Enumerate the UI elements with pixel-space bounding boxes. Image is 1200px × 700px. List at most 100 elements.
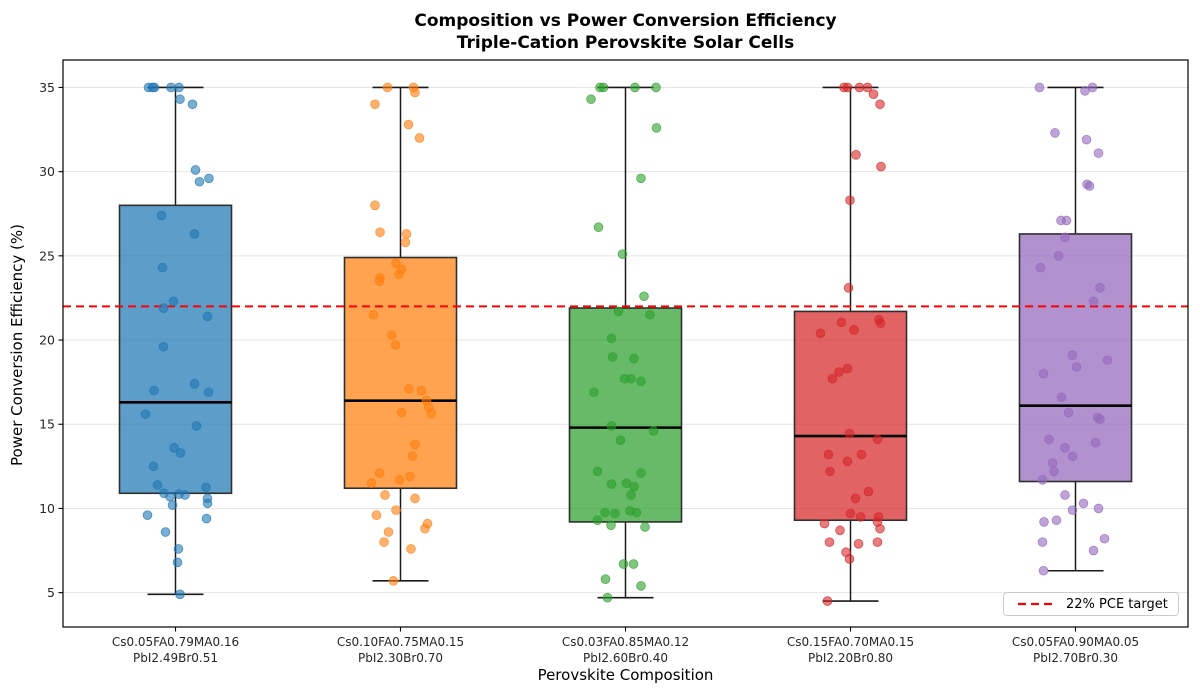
scatter-group-3 — [586, 82, 662, 603]
data-point — [868, 89, 879, 99]
data-point — [824, 537, 835, 547]
data-point — [426, 408, 437, 419]
data-point — [856, 449, 867, 460]
data-point — [175, 94, 185, 105]
data-point — [872, 434, 883, 445]
data-point — [586, 94, 596, 105]
data-point — [375, 227, 385, 238]
x-axis-ticks: Cs0.05FA0.79MA0.16 PbI2.49Br0.51 Cs0.10FA0… — [112, 627, 1139, 665]
data-point — [1087, 82, 1098, 93]
iqr-box — [568, 307, 683, 523]
data-point — [1037, 475, 1048, 485]
data-point — [1039, 517, 1049, 527]
data-point — [374, 468, 385, 478]
data-point — [1038, 368, 1049, 379]
x-tick-label-line1: Cs0.03FA0.85MA0.12 — [562, 635, 689, 649]
iqr-box — [343, 256, 458, 490]
data-point — [875, 99, 885, 110]
scatter-group-2 — [366, 82, 437, 586]
data-point — [165, 491, 175, 502]
data-point — [872, 537, 883, 547]
data-point — [819, 518, 830, 529]
data-point — [174, 82, 184, 93]
x-tick-label-line2: PbI2.49Br0.51 — [133, 651, 218, 665]
scatter-group-4 — [815, 82, 886, 606]
data-point — [148, 461, 159, 472]
data-point — [410, 439, 420, 450]
x-axis-label: Perovskite Composition — [537, 666, 714, 684]
data-point — [180, 490, 190, 500]
data-point — [843, 283, 854, 293]
data-point — [204, 173, 214, 184]
data-point — [166, 82, 176, 93]
data-point — [379, 537, 389, 547]
y-tick-label: 35 — [39, 80, 55, 95]
data-point — [404, 384, 414, 394]
data-point — [189, 229, 200, 239]
data-point — [1060, 490, 1070, 500]
box-group-4 — [793, 86, 908, 602]
data-point — [636, 581, 646, 591]
data-point — [158, 341, 169, 352]
data-point — [853, 539, 864, 549]
data-point — [201, 482, 211, 493]
data-point — [406, 544, 416, 554]
data-point — [1049, 466, 1059, 477]
y-axis-ticks: 5 10 15 20 25 30 35 — [39, 80, 63, 600]
data-point — [844, 428, 855, 439]
data-point — [849, 325, 859, 335]
x-tick-label-line1: Cs0.15FA0.70MA0.15 — [787, 635, 914, 649]
data-point — [1084, 181, 1095, 191]
data-point — [175, 589, 185, 600]
y-tick-label: 30 — [39, 164, 55, 179]
data-point — [391, 505, 401, 515]
data-point — [202, 311, 213, 322]
data-point — [368, 309, 379, 320]
data-point — [1060, 443, 1070, 453]
data-point — [1050, 128, 1060, 138]
data-point — [173, 544, 184, 554]
x-tick-label-line1: Cs0.05FA0.79MA0.16 — [112, 635, 239, 649]
data-point — [152, 480, 163, 490]
data-point — [380, 490, 390, 500]
legend: 22% PCE target — [1003, 592, 1179, 616]
chart-title-line1: Composition vs Power Conversion Efficien… — [414, 11, 837, 31]
data-point — [1095, 283, 1105, 293]
data-point — [156, 210, 167, 221]
data-point — [394, 475, 405, 485]
data-point — [1061, 215, 1072, 226]
data-point — [600, 507, 610, 518]
data-point — [834, 367, 844, 377]
data-point — [190, 165, 201, 175]
data-point — [875, 523, 885, 534]
data-point — [600, 574, 611, 584]
data-point — [862, 82, 873, 93]
x-tick-label-line2: PbI2.30Br0.70 — [358, 651, 443, 665]
data-point — [863, 486, 874, 497]
data-point — [140, 409, 151, 419]
legend-label: 22% PCE target — [1066, 596, 1168, 612]
data-point — [629, 353, 639, 364]
data-point — [606, 520, 616, 531]
data-point — [371, 510, 382, 520]
data-point — [606, 479, 617, 489]
data-point — [194, 176, 205, 187]
data-point — [630, 82, 640, 93]
data-point — [366, 478, 377, 488]
data-point — [842, 363, 853, 374]
data-point — [651, 82, 661, 93]
data-point — [400, 237, 411, 248]
data-point — [169, 443, 179, 453]
data-point — [855, 512, 866, 522]
data-point — [1078, 498, 1089, 509]
data-point — [382, 82, 393, 93]
data-point — [149, 82, 160, 93]
legend-dashed-line-icon — [1018, 602, 1056, 606]
data-point — [1060, 232, 1070, 243]
x-tick-label-line2: PbI2.20Br0.80 — [808, 651, 893, 665]
data-point — [405, 471, 415, 482]
data-point — [1038, 565, 1049, 576]
x-tick-label-line2: PbI2.60Br0.40 — [583, 651, 668, 665]
data-point — [835, 525, 845, 536]
